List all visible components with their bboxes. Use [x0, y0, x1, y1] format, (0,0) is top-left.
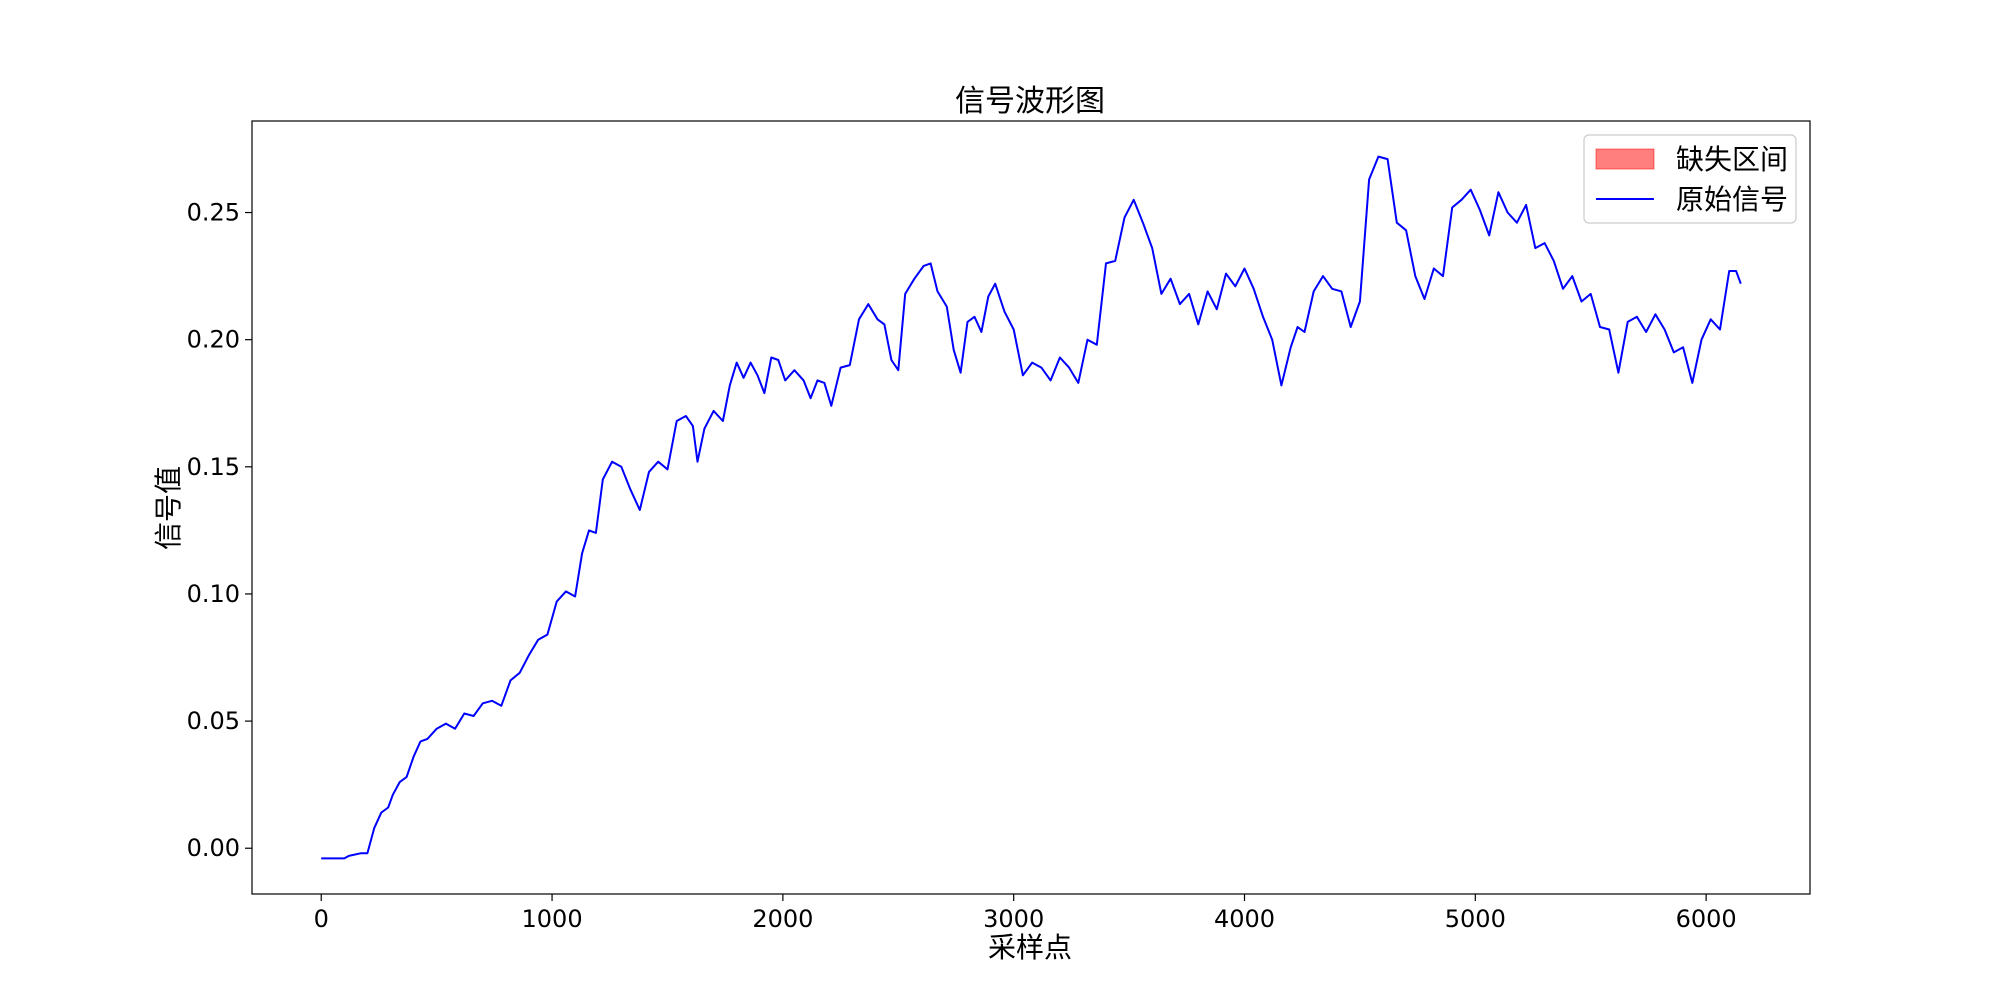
y-tick-label: 0.05 — [187, 707, 240, 735]
x-tick-label: 5000 — [1445, 905, 1506, 933]
x-tick-label: 4000 — [1214, 905, 1275, 933]
plot-frame — [251, 120, 1811, 895]
x-tick-label: 1000 — [522, 905, 583, 933]
plot-area — [321, 155, 1742, 860]
y-tick-label: 0.25 — [187, 199, 240, 227]
y-axis: 0.00 0.05 0.10 0.15 0.20 0.25 — [187, 199, 252, 862]
y-tick-label: 0.20 — [187, 326, 240, 354]
legend-label: 原始信号 — [1676, 183, 1788, 216]
x-axis-label: 采样点 — [988, 931, 1072, 964]
series-line — [321, 155, 1742, 860]
y-tick-label: 0.00 — [187, 834, 240, 862]
x-axis: 0 1000 2000 3000 4000 5000 6000 — [314, 894, 1737, 933]
x-tick-label: 6000 — [1676, 905, 1737, 933]
y-tick-label: 0.10 — [187, 580, 240, 608]
legend-label: 缺失区间 — [1676, 143, 1788, 176]
x-tick-label: 2000 — [752, 905, 813, 933]
x-tick-label: 0 — [314, 905, 329, 933]
legend-swatch-patch — [1595, 148, 1655, 170]
y-axis-label: 信号值 — [152, 466, 185, 550]
y-tick-label: 0.15 — [187, 453, 240, 481]
x-tick-label: 3000 — [983, 905, 1044, 933]
chart-title: 信号波形图 — [955, 84, 1105, 119]
